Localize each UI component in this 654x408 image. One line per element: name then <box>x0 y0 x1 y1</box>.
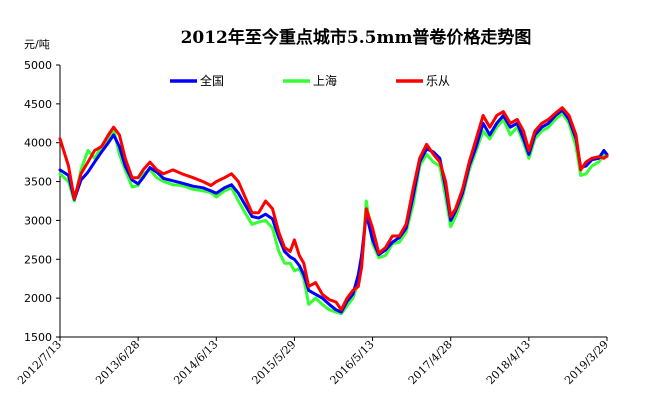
x-tick-label: 2015/5/29 <box>249 338 298 387</box>
y-tick-label: 4500 <box>24 98 52 111</box>
x-tick-label: 2019/3/29 <box>562 338 611 387</box>
x-tick-label: 2013/6/28 <box>93 338 142 387</box>
x-tick-label: 2014/6/13 <box>171 338 220 387</box>
series-line-2 <box>58 106 609 312</box>
legend-label: 全国 <box>200 73 224 88</box>
chart-axes <box>59 65 607 338</box>
y-tick-label: 3500 <box>24 176 52 189</box>
x-tick-label: 2016/5/13 <box>328 338 377 387</box>
y-axis-ticks: 1500 2000 2500 3000 3500 4000 4500 5000 <box>24 59 60 344</box>
x-tick-label: 2012/7/13 <box>15 338 64 387</box>
y-axis-unit-label: 元/吨 <box>24 38 50 51</box>
y-tick-label: 4000 <box>24 137 52 150</box>
chart-title: 2012年至今重点城市5.5mm普卷价格走势图 <box>181 27 532 48</box>
y-tick-label: 2500 <box>24 253 52 266</box>
legend-label: 乐从 <box>426 74 450 88</box>
y-tick-label: 3000 <box>24 214 52 227</box>
y-tick-label: 1500 <box>24 331 52 344</box>
y-tick-label: 5000 <box>24 59 52 72</box>
chart-legend: 全国 上海 乐从 <box>170 73 450 88</box>
x-tick-label: 2018/4/13 <box>484 338 533 387</box>
series-lines <box>58 106 609 316</box>
x-tick-label: 2017/4/28 <box>406 338 455 387</box>
x-axis-ticks: 2012/7/13 2013/6/28 2014/6/13 2015/5/29 2016… <box>15 337 611 387</box>
y-tick-label: 2000 <box>24 292 52 305</box>
legend-label: 上海 <box>313 73 337 88</box>
